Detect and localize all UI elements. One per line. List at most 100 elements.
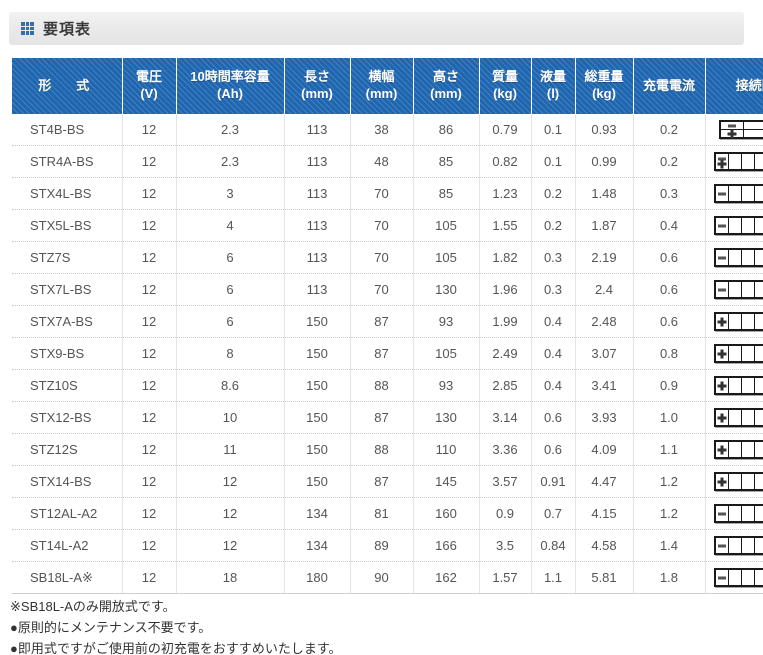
- cell-charge: 1.2: [633, 497, 706, 530]
- column-header-label: 形 式: [38, 77, 96, 93]
- cell-terminal-diagram: [705, 273, 763, 306]
- battery-cell: [742, 314, 756, 329]
- cell-length: 113: [284, 273, 351, 306]
- cell-charge: 1.1: [633, 433, 706, 466]
- battery-cell: [716, 346, 730, 361]
- column-header-label: 電圧: [135, 69, 162, 85]
- cell-total: 4.09: [575, 433, 634, 466]
- cell-voltage: 12: [122, 433, 177, 466]
- cell-width: 70: [350, 273, 414, 306]
- battery-cell-row: [721, 129, 763, 138]
- cell-terminal-diagram: [705, 433, 763, 466]
- cell-voltage: 12: [122, 145, 177, 178]
- cell-model: STR4A-BS: [12, 145, 123, 178]
- battery-outline: [714, 408, 763, 427]
- negative-terminal-icon: [718, 544, 727, 547]
- cell-model: SB18L-A※: [12, 561, 123, 594]
- battery-outline: [714, 344, 763, 363]
- cell-terminal-diagram: [705, 497, 763, 530]
- table-row: STX9-BS 12 8 150 87 105 2.49 0.4 3.07 0.8: [12, 337, 763, 370]
- cell-capacity: 11: [176, 433, 285, 466]
- cell-width: 81: [350, 497, 414, 530]
- table-row: STR4A-BS 12 2.3 113 48 85 0.82 0.1 0.99 0.2: [12, 145, 763, 178]
- cell-mass: 1.82: [479, 241, 532, 274]
- cell-length: 113: [284, 114, 351, 146]
- cell-charge: 0.2: [633, 145, 706, 178]
- battery-outline: [714, 536, 763, 555]
- cell-voltage: 12: [122, 337, 177, 370]
- negative-terminal-icon: [727, 124, 736, 127]
- cell-height: 145: [413, 465, 480, 498]
- terminal-diagram: [706, 530, 763, 561]
- cell-height: 160: [413, 497, 480, 530]
- positive-terminal-icon: [717, 413, 727, 422]
- cell-height: 166: [413, 529, 480, 562]
- battery-outline: [714, 376, 763, 395]
- column-header-0: 形 式: [12, 58, 123, 114]
- cell-mass: 2.85: [479, 369, 532, 402]
- cell-fluid: 0.3: [531, 241, 576, 274]
- cell-voltage: 12: [122, 401, 177, 434]
- cell-terminal-diagram: [705, 465, 763, 498]
- column-header-label: 質量: [491, 69, 518, 85]
- cell-fluid: 0.4: [531, 369, 576, 402]
- battery-cell: [729, 570, 743, 585]
- battery-cell: [742, 410, 756, 425]
- cell-voltage: 12: [122, 241, 177, 274]
- table-row: STX14-BS 12 12 150 87 145 3.57 0.91 4.47 1.2: [12, 465, 763, 498]
- cell-height: 93: [413, 369, 480, 402]
- negative-terminal-icon: [718, 256, 727, 259]
- column-header-unit: (V): [140, 86, 158, 101]
- battery-cell: [729, 154, 743, 169]
- cell-length: 113: [284, 209, 351, 242]
- column-header-2: 10時間率容量 (Ah): [176, 58, 285, 114]
- battery-cell: [755, 346, 763, 361]
- cell-capacity: 12: [176, 465, 285, 498]
- battery-cell: [716, 570, 730, 585]
- column-header-label: 高さ: [432, 69, 459, 85]
- positive-terminal-icon: [717, 477, 727, 486]
- battery-cell: [729, 506, 743, 521]
- cell-width: 90: [350, 561, 414, 594]
- cell-height: 85: [413, 145, 480, 178]
- negative-terminal-icon: [718, 288, 727, 291]
- negative-terminal-icon: [718, 224, 727, 227]
- battery-cell: [729, 314, 743, 329]
- cell-width: 87: [350, 465, 414, 498]
- table-header: 形 式電圧 (V) 10時間率容量 (Ah) 長さ (mm) 横幅 (mm) 高さ (mm) 質量(…: [12, 58, 763, 114]
- battery-cell: [716, 378, 730, 393]
- cell-height: 86: [413, 114, 480, 146]
- battery-cell: [742, 570, 756, 585]
- battery-cell: [755, 154, 763, 169]
- cell-length: 113: [284, 177, 351, 210]
- cell-terminal-diagram: [705, 529, 763, 562]
- cell-charge: 0.6: [633, 273, 706, 306]
- page-title: 要項表: [43, 21, 92, 38]
- battery-cell: [755, 250, 763, 265]
- battery-cell: [716, 314, 730, 329]
- cell-charge: 0.6: [633, 305, 706, 338]
- battery-cell: [755, 474, 763, 489]
- battery-cell: [716, 538, 730, 553]
- cell-capacity: 12: [176, 497, 285, 530]
- cell-width: 70: [350, 177, 414, 210]
- battery-cell: [755, 378, 763, 393]
- cell-total: 2.19: [575, 241, 634, 274]
- cell-terminal-diagram: [705, 337, 763, 370]
- footnote-0: ※SB18L-Aのみ開放式です。: [10, 599, 176, 614]
- battery-outline: [714, 504, 763, 523]
- cell-height: 93: [413, 305, 480, 338]
- terminal-diagram: [706, 562, 763, 593]
- positive-terminal-icon: [717, 349, 727, 358]
- battery-cell: [755, 410, 763, 425]
- battery-cell: [721, 122, 744, 129]
- battery-cell: [729, 186, 743, 201]
- cell-charge: 0.3: [633, 177, 706, 210]
- battery-cell: [755, 282, 763, 297]
- cell-terminal-diagram: [705, 209, 763, 242]
- cell-voltage: 12: [122, 114, 177, 146]
- table-row: STZ10S 12 8.6 150 88 93 2.85 0.4 3.41 0.9: [12, 369, 763, 402]
- cell-model: ST4B-BS: [12, 114, 123, 146]
- negative-terminal-icon: [718, 576, 727, 579]
- cell-width: 70: [350, 209, 414, 242]
